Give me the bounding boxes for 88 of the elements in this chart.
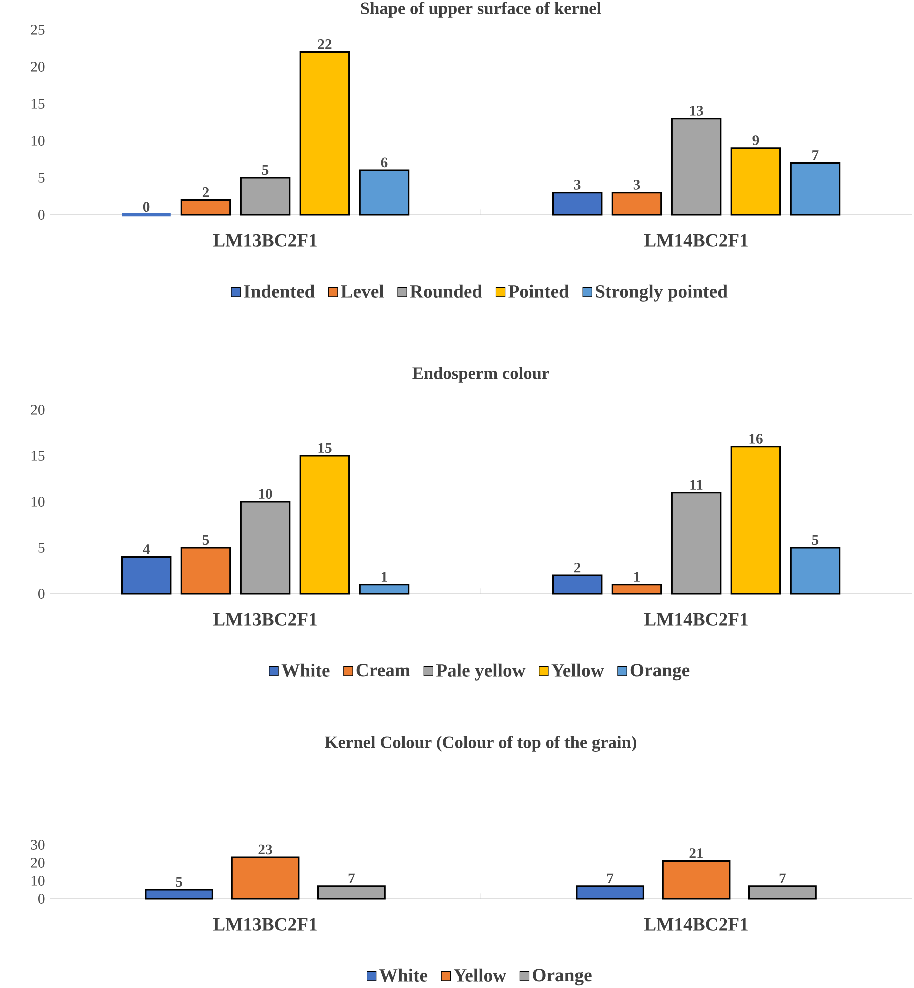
data-label: 5 bbox=[202, 535, 210, 546]
data-label: 22 bbox=[318, 40, 332, 50]
data-label: 10 bbox=[259, 489, 272, 500]
data-label: 7 bbox=[812, 150, 819, 160]
bar bbox=[359, 584, 410, 595]
y-tick-label: 0 bbox=[38, 210, 45, 220]
data-label: 2 bbox=[202, 188, 210, 198]
data-label: 11 bbox=[690, 480, 703, 490]
data-label: 0 bbox=[143, 202, 150, 212]
legend-label: Strongly pointed bbox=[596, 284, 728, 302]
legend-label: Cream bbox=[356, 664, 410, 677]
bar bbox=[671, 492, 722, 595]
bar bbox=[552, 192, 603, 216]
y-tick-label: 10 bbox=[32, 136, 45, 146]
bar bbox=[180, 199, 232, 216]
legend-label: Level bbox=[341, 284, 384, 298]
y-tick-label: 5 bbox=[38, 543, 45, 553]
bar bbox=[790, 547, 841, 595]
data-label: 4 bbox=[143, 544, 150, 554]
data-label: 9 bbox=[752, 136, 760, 146]
bar bbox=[671, 118, 722, 216]
chart-title: Endosperm colour bbox=[412, 367, 550, 383]
data-label: 2 bbox=[574, 562, 581, 573]
data-label: 6 bbox=[381, 158, 388, 168]
legend-label: Rounded bbox=[410, 284, 482, 298]
bar bbox=[662, 860, 731, 900]
x-tick-label: LM13BC2F1 bbox=[213, 613, 317, 626]
bar bbox=[748, 886, 817, 900]
bar bbox=[300, 455, 350, 595]
data-label: 16 bbox=[750, 434, 763, 444]
bar bbox=[730, 148, 782, 216]
legend-label: Pale yellow bbox=[436, 664, 526, 681]
data-label: 15 bbox=[318, 443, 332, 454]
y-tick-label: 25 bbox=[31, 25, 45, 35]
data-label: 7 bbox=[348, 874, 355, 884]
y-tick-label: 0 bbox=[38, 894, 45, 904]
bar bbox=[318, 886, 386, 900]
legend-label: Indented bbox=[244, 284, 315, 298]
x-tick-label: LM14BC2F1 bbox=[644, 234, 748, 247]
data-label: 7 bbox=[780, 874, 786, 884]
bar bbox=[240, 177, 291, 216]
y-tick-label: 20 bbox=[31, 62, 45, 72]
bar bbox=[576, 886, 645, 900]
bar bbox=[240, 501, 291, 595]
y-tick-label: 20 bbox=[31, 405, 45, 415]
x-tick-label: LM14BC2F1 bbox=[644, 613, 748, 626]
bar bbox=[612, 192, 662, 216]
data-label: 7 bbox=[607, 874, 614, 884]
data-label: 5 bbox=[262, 165, 269, 176]
legend-label: Yellow bbox=[552, 664, 604, 677]
y-tick-label: 10 bbox=[32, 876, 45, 886]
bar bbox=[359, 170, 410, 216]
bar bbox=[730, 446, 782, 595]
bar bbox=[121, 556, 172, 595]
legend-label: Orange bbox=[533, 969, 592, 986]
bar bbox=[612, 584, 662, 595]
x-tick-label: LM13BC2F1 bbox=[213, 234, 317, 247]
y-tick-label: 15 bbox=[32, 99, 45, 109]
x-tick-label: LM14BC2F1 bbox=[644, 918, 748, 931]
data-label: 3 bbox=[574, 180, 581, 190]
bar bbox=[180, 547, 232, 595]
y-tick-label: 30 bbox=[31, 840, 45, 850]
data-label: 5 bbox=[812, 535, 819, 546]
legend-label: Pointed bbox=[508, 284, 570, 298]
legend-label: Yellow bbox=[454, 968, 506, 982]
chart-title: Shape of upper surface of kernel bbox=[361, 2, 602, 18]
chart-title: Kernel Colour (Colour of top of the grain) bbox=[325, 736, 636, 752]
x-tick-label: LM13BC2F1 bbox=[213, 918, 317, 931]
y-tick-label: 10 bbox=[32, 497, 45, 507]
legend-label: Orange bbox=[630, 664, 690, 681]
data-label: 1 bbox=[634, 572, 640, 582]
bar bbox=[145, 889, 214, 900]
data-label: 13 bbox=[690, 106, 704, 116]
bar bbox=[231, 856, 300, 900]
bar bbox=[790, 162, 841, 216]
data-label: 3 bbox=[634, 180, 640, 190]
legend-label: White bbox=[380, 968, 428, 982]
legend-label: White bbox=[282, 664, 330, 678]
data-label: 23 bbox=[258, 844, 272, 855]
y-tick-label: 0 bbox=[38, 589, 45, 599]
bar bbox=[300, 51, 350, 216]
y-tick-label: 5 bbox=[38, 173, 45, 183]
data-label: 21 bbox=[690, 848, 704, 858]
y-tick-label: 20 bbox=[31, 858, 45, 868]
y-tick-label: 15 bbox=[32, 451, 45, 461]
data-label: 5 bbox=[176, 877, 182, 888]
data-label: 1 bbox=[382, 572, 388, 582]
bar bbox=[552, 574, 603, 595]
